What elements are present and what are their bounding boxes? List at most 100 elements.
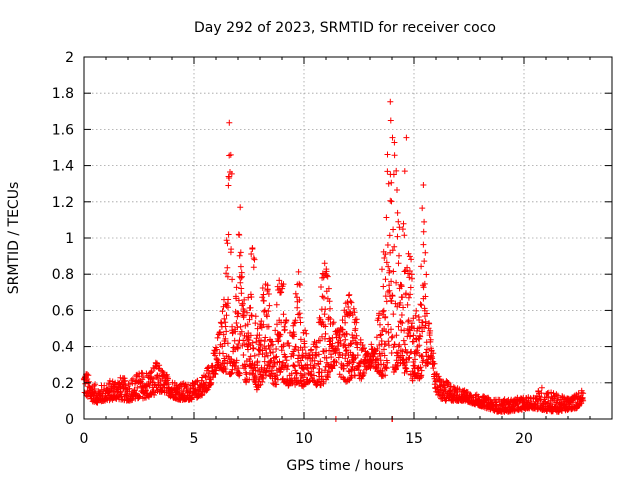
data-point (290, 352, 297, 359)
data-point (390, 171, 397, 178)
data-point (259, 294, 266, 301)
data-point (236, 370, 243, 377)
data-point (258, 337, 264, 344)
data-point (345, 360, 352, 367)
data-point (364, 350, 371, 357)
data-point (265, 291, 272, 297)
data-point (301, 344, 308, 351)
data-point (385, 180, 392, 187)
data-point (223, 328, 230, 335)
data-point (388, 198, 395, 205)
data-point (254, 358, 261, 365)
data-point (268, 338, 275, 345)
data-point (257, 342, 264, 349)
data-point (225, 304, 231, 311)
data-point (286, 342, 293, 349)
data-point (382, 251, 389, 258)
data-point (246, 316, 253, 323)
data-point (389, 247, 396, 254)
data-point (239, 300, 246, 307)
data-point (284, 366, 290, 373)
data-point (388, 334, 395, 341)
data-point (401, 327, 408, 334)
data-point (235, 310, 242, 317)
chart-title: Day 292 of 2023, SRMTID for receiver coc… (194, 20, 496, 36)
data-point (395, 260, 402, 267)
data-point (296, 280, 303, 287)
data-point (291, 320, 298, 327)
data-point (233, 357, 240, 364)
data-point (419, 319, 426, 326)
data-point (417, 301, 424, 308)
data-point (321, 311, 328, 318)
data-point (326, 298, 333, 305)
data-point (348, 299, 355, 306)
data-point (229, 276, 236, 283)
data-point (422, 322, 429, 329)
data-point (259, 285, 266, 291)
data-point (422, 293, 429, 300)
data-point (224, 340, 231, 347)
data-point (258, 318, 265, 325)
data-point (222, 366, 229, 372)
data-point (408, 256, 415, 263)
data-point (441, 384, 448, 391)
data-point (239, 273, 245, 280)
data-point (405, 355, 412, 362)
data-point (278, 289, 284, 296)
data-point (276, 277, 283, 284)
data-point (256, 341, 263, 348)
data-point (395, 354, 402, 361)
data-point (424, 346, 430, 353)
data-point (277, 368, 284, 375)
data-point (256, 332, 263, 339)
data-point (407, 327, 414, 334)
data-point (210, 374, 217, 381)
data-point (348, 374, 355, 381)
data-point (447, 383, 454, 390)
data-point (228, 246, 235, 253)
data-point (351, 356, 358, 362)
data-point (228, 170, 235, 177)
data-point (334, 346, 341, 352)
data-point (245, 346, 251, 353)
data-point (381, 352, 388, 359)
data-point (420, 241, 427, 248)
data-point (219, 343, 226, 350)
data-point (417, 364, 424, 371)
data-point (394, 209, 401, 216)
data-point (266, 302, 273, 309)
data-point (426, 320, 433, 327)
data-point (327, 316, 334, 322)
data-point (403, 290, 409, 297)
data-point (353, 316, 360, 323)
data-point (237, 279, 244, 286)
data-point (85, 372, 92, 379)
data-point (322, 330, 329, 337)
data-point (276, 358, 283, 365)
data-point (278, 347, 285, 354)
data-point (307, 362, 314, 369)
data-point (130, 375, 136, 382)
data-point (176, 387, 183, 394)
data-point (303, 330, 310, 337)
data-point (430, 365, 437, 372)
data-point (403, 359, 410, 366)
data-point (389, 293, 396, 299)
data-point (248, 312, 255, 319)
data-point (235, 365, 242, 372)
data-point (419, 328, 426, 335)
data-point (237, 323, 244, 330)
data-point (382, 364, 389, 371)
data-point (319, 319, 326, 325)
data-point (410, 332, 417, 339)
data-point (240, 337, 247, 344)
data-point (346, 291, 353, 298)
data-point (384, 242, 391, 248)
data-point (222, 323, 229, 330)
data-point (224, 264, 231, 271)
data-point (280, 311, 287, 318)
data-point (391, 243, 398, 250)
data-point (223, 270, 230, 277)
data-point (406, 354, 413, 361)
